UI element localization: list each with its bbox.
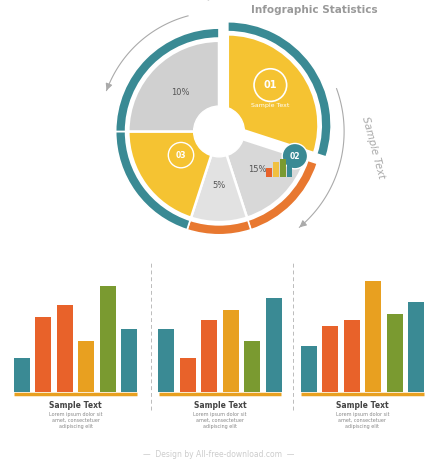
Bar (201, 320, 217, 392)
Text: —  Design by All-free-download.com  —: — Design by All-free-download.com — (143, 450, 295, 460)
Bar (387, 314, 403, 392)
Bar (300, 346, 317, 392)
Wedge shape (228, 35, 318, 153)
Text: Sample Text: Sample Text (251, 102, 290, 108)
Text: Lorem ipsum dolor sit
amet, consectetuer
adipiscing elit: Lorem ipsum dolor sit amet, consectetuer… (336, 412, 389, 429)
Wedge shape (248, 161, 317, 230)
Bar (14, 358, 30, 392)
Bar (78, 341, 94, 392)
Bar (266, 298, 282, 392)
Circle shape (254, 69, 286, 102)
Circle shape (168, 142, 194, 168)
Bar (244, 341, 260, 392)
Text: Sample Text: Sample Text (360, 116, 386, 180)
Bar (158, 329, 174, 392)
Bar (365, 281, 381, 392)
Bar (286, 164, 293, 177)
Bar (100, 286, 116, 392)
Bar (273, 162, 279, 177)
Text: Lorem ipsum dolor sit
amet, consectetuer
adipiscing elit: Lorem ipsum dolor sit amet, consectetuer… (49, 412, 102, 429)
Wedge shape (187, 220, 251, 235)
Bar (57, 306, 73, 392)
Text: 10%: 10% (171, 88, 190, 97)
Wedge shape (219, 132, 305, 218)
Wedge shape (116, 132, 190, 230)
Wedge shape (128, 41, 219, 132)
Text: Sample Text: Sample Text (336, 402, 389, 410)
Bar (266, 168, 272, 177)
Text: 02: 02 (290, 152, 300, 161)
Bar (344, 320, 360, 392)
Text: 01: 01 (264, 80, 277, 90)
Text: Lorem ipsum dolor sit
amet, consectetuer
adipiscing elit: Lorem ipsum dolor sit amet, consectetuer… (193, 412, 247, 429)
Text: 03: 03 (176, 151, 186, 160)
Wedge shape (128, 132, 219, 218)
Wedge shape (191, 132, 247, 222)
Circle shape (194, 106, 244, 157)
Text: Sample Text: Sample Text (155, 0, 214, 3)
Bar (280, 159, 286, 177)
Wedge shape (116, 28, 219, 132)
Text: 15%: 15% (248, 165, 267, 175)
Text: Sample Text: Sample Text (49, 402, 102, 410)
Text: Infographic Statistics: Infographic Statistics (251, 5, 378, 15)
Text: Sample Text: Sample Text (194, 402, 247, 410)
Wedge shape (228, 22, 331, 157)
Bar (180, 358, 196, 392)
Bar (121, 329, 138, 392)
Circle shape (282, 143, 307, 169)
Bar (35, 317, 51, 392)
Bar (223, 310, 239, 392)
Bar (322, 326, 338, 392)
Bar (408, 302, 424, 392)
Text: 5%: 5% (212, 182, 226, 190)
